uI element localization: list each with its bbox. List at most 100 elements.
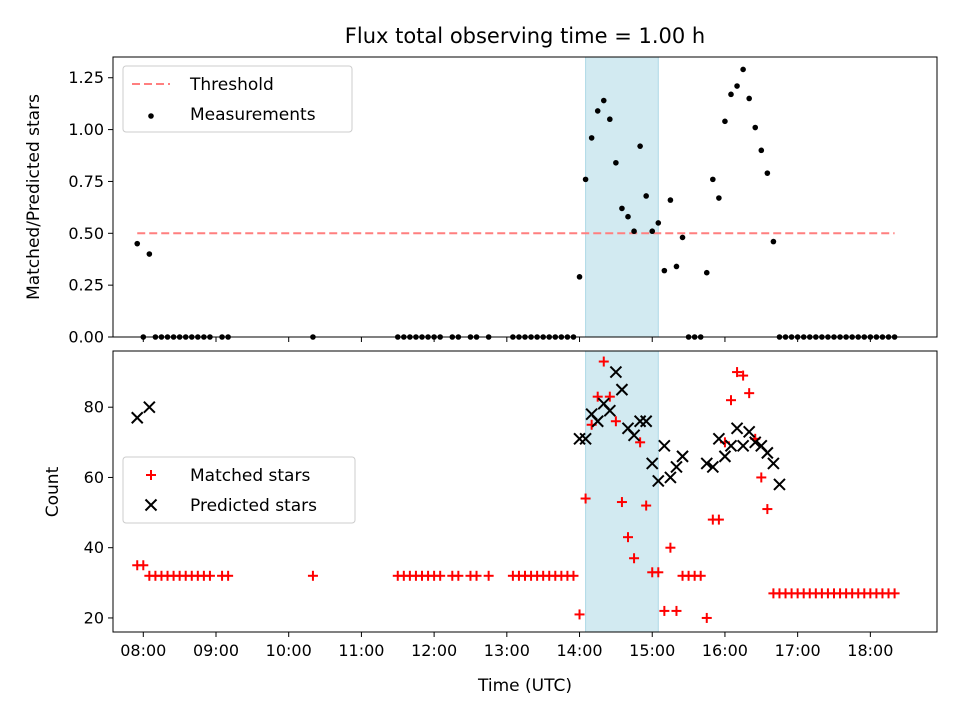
predicted-star-point bbox=[664, 471, 677, 484]
legend-label: Measurements bbox=[190, 105, 316, 125]
measurement-point bbox=[722, 118, 728, 125]
predicted-star-mark-b bbox=[658, 439, 671, 453]
predicted-star-mark-b bbox=[706, 460, 720, 474]
matched-star-point bbox=[223, 570, 234, 581]
x-tick-label: 14:00 bbox=[556, 641, 602, 660]
x-axis-label: Time (UTC) bbox=[477, 676, 572, 696]
measurement-point bbox=[582, 176, 589, 183]
predicted-star-point bbox=[639, 415, 653, 428]
legend: Matched stars Predicted stars bbox=[122, 456, 356, 524]
predicted-star-mark-b bbox=[621, 422, 635, 435]
legend-measurements-swatch bbox=[148, 113, 154, 119]
measurement-point bbox=[637, 143, 643, 149]
measurement-point bbox=[734, 83, 740, 89]
legend-box bbox=[122, 65, 353, 133]
measurement-point bbox=[752, 124, 759, 131]
measurement-point bbox=[758, 147, 765, 154]
measurement-point bbox=[134, 240, 141, 247]
matched-star-point bbox=[471, 570, 482, 581]
measurement-point bbox=[613, 159, 619, 166]
measurement-point bbox=[607, 116, 613, 123]
matched-star-point bbox=[604, 391, 615, 402]
x-tick-label: 11:00 bbox=[338, 641, 384, 660]
predicted-star-mark-b bbox=[749, 436, 762, 449]
matched-star-point bbox=[635, 437, 646, 448]
predicted-star-point bbox=[773, 478, 786, 491]
predicted-star-point bbox=[742, 425, 756, 438]
legend-label: Predicted stars bbox=[190, 496, 317, 516]
measurement-point bbox=[673, 263, 680, 270]
measurement-point bbox=[146, 251, 153, 257]
legend-label: Matched stars bbox=[190, 466, 310, 486]
y-tick-label: 0.25 bbox=[68, 276, 104, 295]
matched-star-point bbox=[659, 605, 670, 616]
bottom-y-axis-label: Count bbox=[43, 466, 63, 517]
predicted-star-point bbox=[767, 457, 780, 470]
predicted-star-point bbox=[131, 411, 144, 424]
measurement-point bbox=[728, 91, 734, 98]
predicted-star-mark-b bbox=[603, 404, 617, 417]
legend: Threshold Measurements bbox=[122, 65, 353, 133]
measurement-point bbox=[649, 228, 656, 235]
matched-star-point bbox=[629, 553, 640, 564]
predicted-star-mark-b bbox=[143, 400, 156, 414]
y-tick-label: 0.50 bbox=[68, 224, 104, 243]
y-tick-label: 40 bbox=[84, 538, 104, 557]
x-tick-label: 08:00 bbox=[120, 641, 166, 660]
matched-star-point bbox=[204, 570, 215, 581]
predicted-star-point bbox=[609, 365, 623, 379]
matched-star-point bbox=[641, 500, 652, 511]
matched-star-point bbox=[732, 367, 743, 378]
matched-star-point bbox=[756, 472, 767, 483]
measurement-point bbox=[740, 66, 746, 73]
predicted-star-mark-b bbox=[718, 450, 732, 463]
legend-matched-swatch bbox=[146, 470, 156, 480]
predicted-star-point bbox=[603, 404, 617, 417]
predicted-star-mark-b bbox=[131, 411, 144, 424]
measurement-point bbox=[600, 97, 607, 104]
matched-star-point bbox=[738, 370, 749, 381]
predicted-star-mark-b bbox=[646, 457, 659, 470]
predicted-star-mark-b bbox=[736, 439, 750, 453]
matched-star-point bbox=[889, 588, 900, 599]
predicted-star-mark-b bbox=[767, 457, 780, 470]
predicted-star-mark-b bbox=[652, 474, 665, 488]
predicted-star-point bbox=[676, 450, 689, 463]
matched-star-point bbox=[744, 388, 755, 399]
chart-title: Flux total observing time = 1.00 h bbox=[345, 24, 705, 48]
predicted-star-mark-b bbox=[627, 429, 641, 442]
y-tick-label: 1.25 bbox=[68, 68, 104, 87]
matched-star-point bbox=[616, 497, 627, 508]
predicted-star-mark-b bbox=[724, 439, 738, 453]
axes-frame bbox=[112, 56, 938, 338]
predicted-star-point bbox=[646, 457, 659, 470]
matched-star-point bbox=[701, 612, 712, 623]
measurement-point bbox=[643, 193, 649, 199]
predicted-star-mark-b bbox=[712, 432, 726, 446]
predicted-star-mark-b bbox=[597, 397, 610, 410]
x-tick-label: 15:00 bbox=[629, 641, 675, 660]
matched-star-point bbox=[483, 570, 494, 581]
predicted-star-point bbox=[736, 439, 750, 453]
predicted-star-point bbox=[724, 439, 738, 453]
y-tick-label: 60 bbox=[84, 468, 104, 487]
predicted-star-mark-b bbox=[615, 383, 629, 396]
predicted-star-mark-b bbox=[664, 471, 677, 484]
measurement-point bbox=[661, 267, 668, 274]
matched-star-point bbox=[653, 567, 664, 578]
matched-star-point bbox=[435, 570, 446, 581]
predicted-star-mark-b bbox=[591, 415, 604, 428]
predicted-star-point bbox=[652, 474, 665, 488]
y-tick-label: 80 bbox=[84, 398, 104, 417]
y-tick-label: 20 bbox=[84, 608, 104, 627]
measurement-point bbox=[716, 195, 722, 201]
bottom-panel: 20 40 60 80 08:00 09:00 10:00 11:00 12:00 13:00 14… bbox=[84, 350, 938, 660]
matched-star-point bbox=[453, 570, 464, 581]
predicted-star-point bbox=[615, 383, 629, 396]
matched-star-point bbox=[610, 416, 621, 427]
measurement-point bbox=[746, 95, 752, 102]
axes-frame bbox=[112, 350, 938, 633]
measurement-point bbox=[703, 269, 710, 276]
x-tick-label: 16:00 bbox=[702, 641, 748, 660]
x-tick-label: 12:00 bbox=[411, 641, 457, 660]
